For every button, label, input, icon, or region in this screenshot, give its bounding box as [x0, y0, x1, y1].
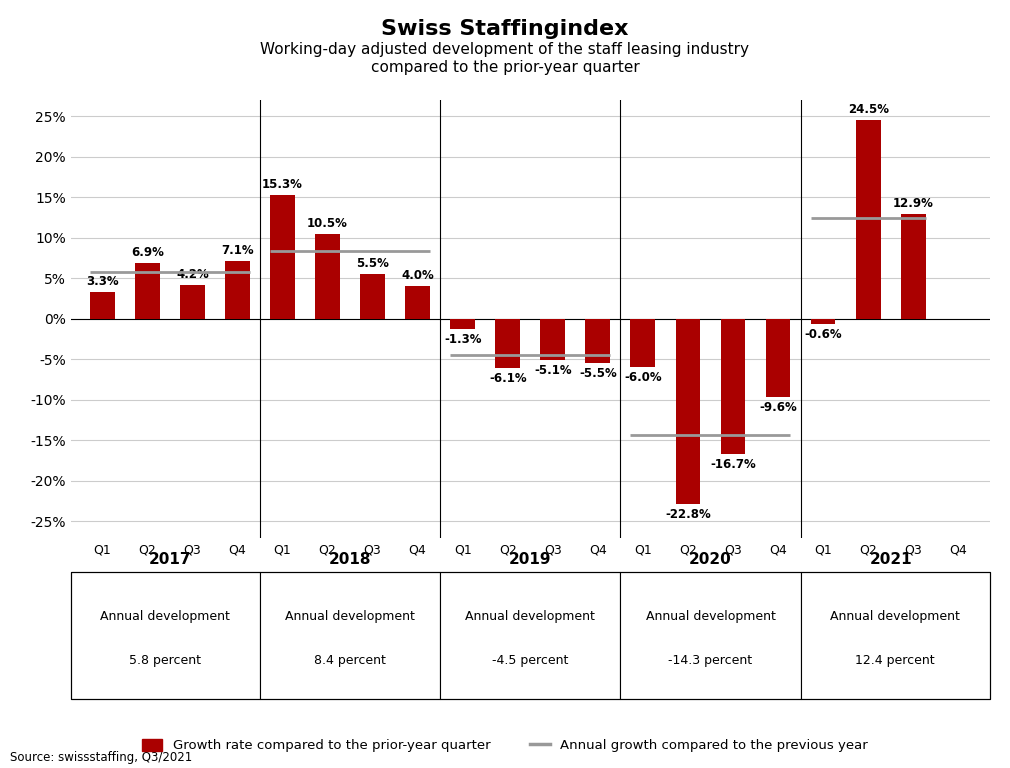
Text: 2018: 2018 — [329, 551, 372, 567]
Text: 2019: 2019 — [509, 551, 551, 567]
Bar — [676, 319, 700, 504]
Bar — [90, 292, 114, 319]
Bar — [450, 319, 475, 329]
Bar — [630, 319, 655, 367]
Bar — [180, 285, 205, 319]
Bar — [361, 274, 385, 319]
Text: 2017: 2017 — [148, 551, 191, 567]
Text: Annual development: Annual development — [830, 610, 961, 623]
Text: -0.6%: -0.6% — [804, 328, 842, 341]
Text: 5.8 percent: 5.8 percent — [129, 654, 201, 667]
Bar — [766, 319, 791, 396]
Legend: Growth rate compared to the prior-year quarter, Annual growth compared to the pr: Growth rate compared to the prior-year q… — [137, 733, 873, 757]
Bar — [586, 319, 610, 363]
Text: Annual development: Annual development — [100, 610, 230, 623]
Text: 6.9%: 6.9% — [131, 246, 164, 259]
Text: 5.5%: 5.5% — [357, 257, 389, 270]
Text: -6.1%: -6.1% — [489, 372, 526, 386]
Bar — [135, 263, 160, 319]
Bar — [855, 120, 881, 319]
Text: Swiss Staffingindex: Swiss Staffingindex — [381, 19, 629, 39]
Text: 12.4 percent: 12.4 percent — [855, 654, 935, 667]
Text: Annual development: Annual development — [645, 610, 776, 623]
Bar — [405, 286, 430, 319]
Text: 2021: 2021 — [870, 551, 912, 567]
Bar — [495, 319, 520, 368]
Text: 3.3%: 3.3% — [86, 275, 118, 288]
Text: 10.5%: 10.5% — [307, 217, 347, 230]
Text: Annual development: Annual development — [285, 610, 415, 623]
Text: -16.7%: -16.7% — [710, 458, 755, 471]
Text: 8.4 percent: 8.4 percent — [314, 654, 386, 667]
Text: -14.3 percent: -14.3 percent — [669, 654, 752, 667]
Bar — [901, 214, 925, 319]
Text: 15.3%: 15.3% — [262, 177, 303, 190]
Text: -1.3%: -1.3% — [444, 333, 482, 346]
Text: Source: swissstaffing, Q3/2021: Source: swissstaffing, Q3/2021 — [10, 751, 192, 764]
Bar — [315, 233, 340, 319]
Text: 24.5%: 24.5% — [847, 103, 889, 116]
Text: 4.0%: 4.0% — [401, 270, 434, 283]
Text: -5.5%: -5.5% — [579, 367, 617, 380]
Text: -6.0%: -6.0% — [624, 372, 662, 385]
Bar — [225, 261, 249, 319]
Text: Working-day adjusted development of the staff leasing industry
compared to the p: Working-day adjusted development of the … — [261, 42, 749, 74]
Text: 4.2%: 4.2% — [176, 267, 209, 280]
Text: Annual development: Annual development — [466, 610, 595, 623]
Bar — [540, 319, 566, 360]
Text: -22.8%: -22.8% — [665, 508, 711, 521]
Bar — [720, 319, 745, 454]
Text: -4.5 percent: -4.5 percent — [492, 654, 569, 667]
Text: 7.1%: 7.1% — [221, 244, 254, 257]
Text: 12.9%: 12.9% — [893, 197, 933, 210]
Bar — [270, 195, 295, 319]
Text: -5.1%: -5.1% — [534, 364, 572, 377]
Text: 2020: 2020 — [689, 551, 732, 567]
Text: -9.6%: -9.6% — [760, 401, 797, 414]
Bar — [811, 319, 835, 323]
